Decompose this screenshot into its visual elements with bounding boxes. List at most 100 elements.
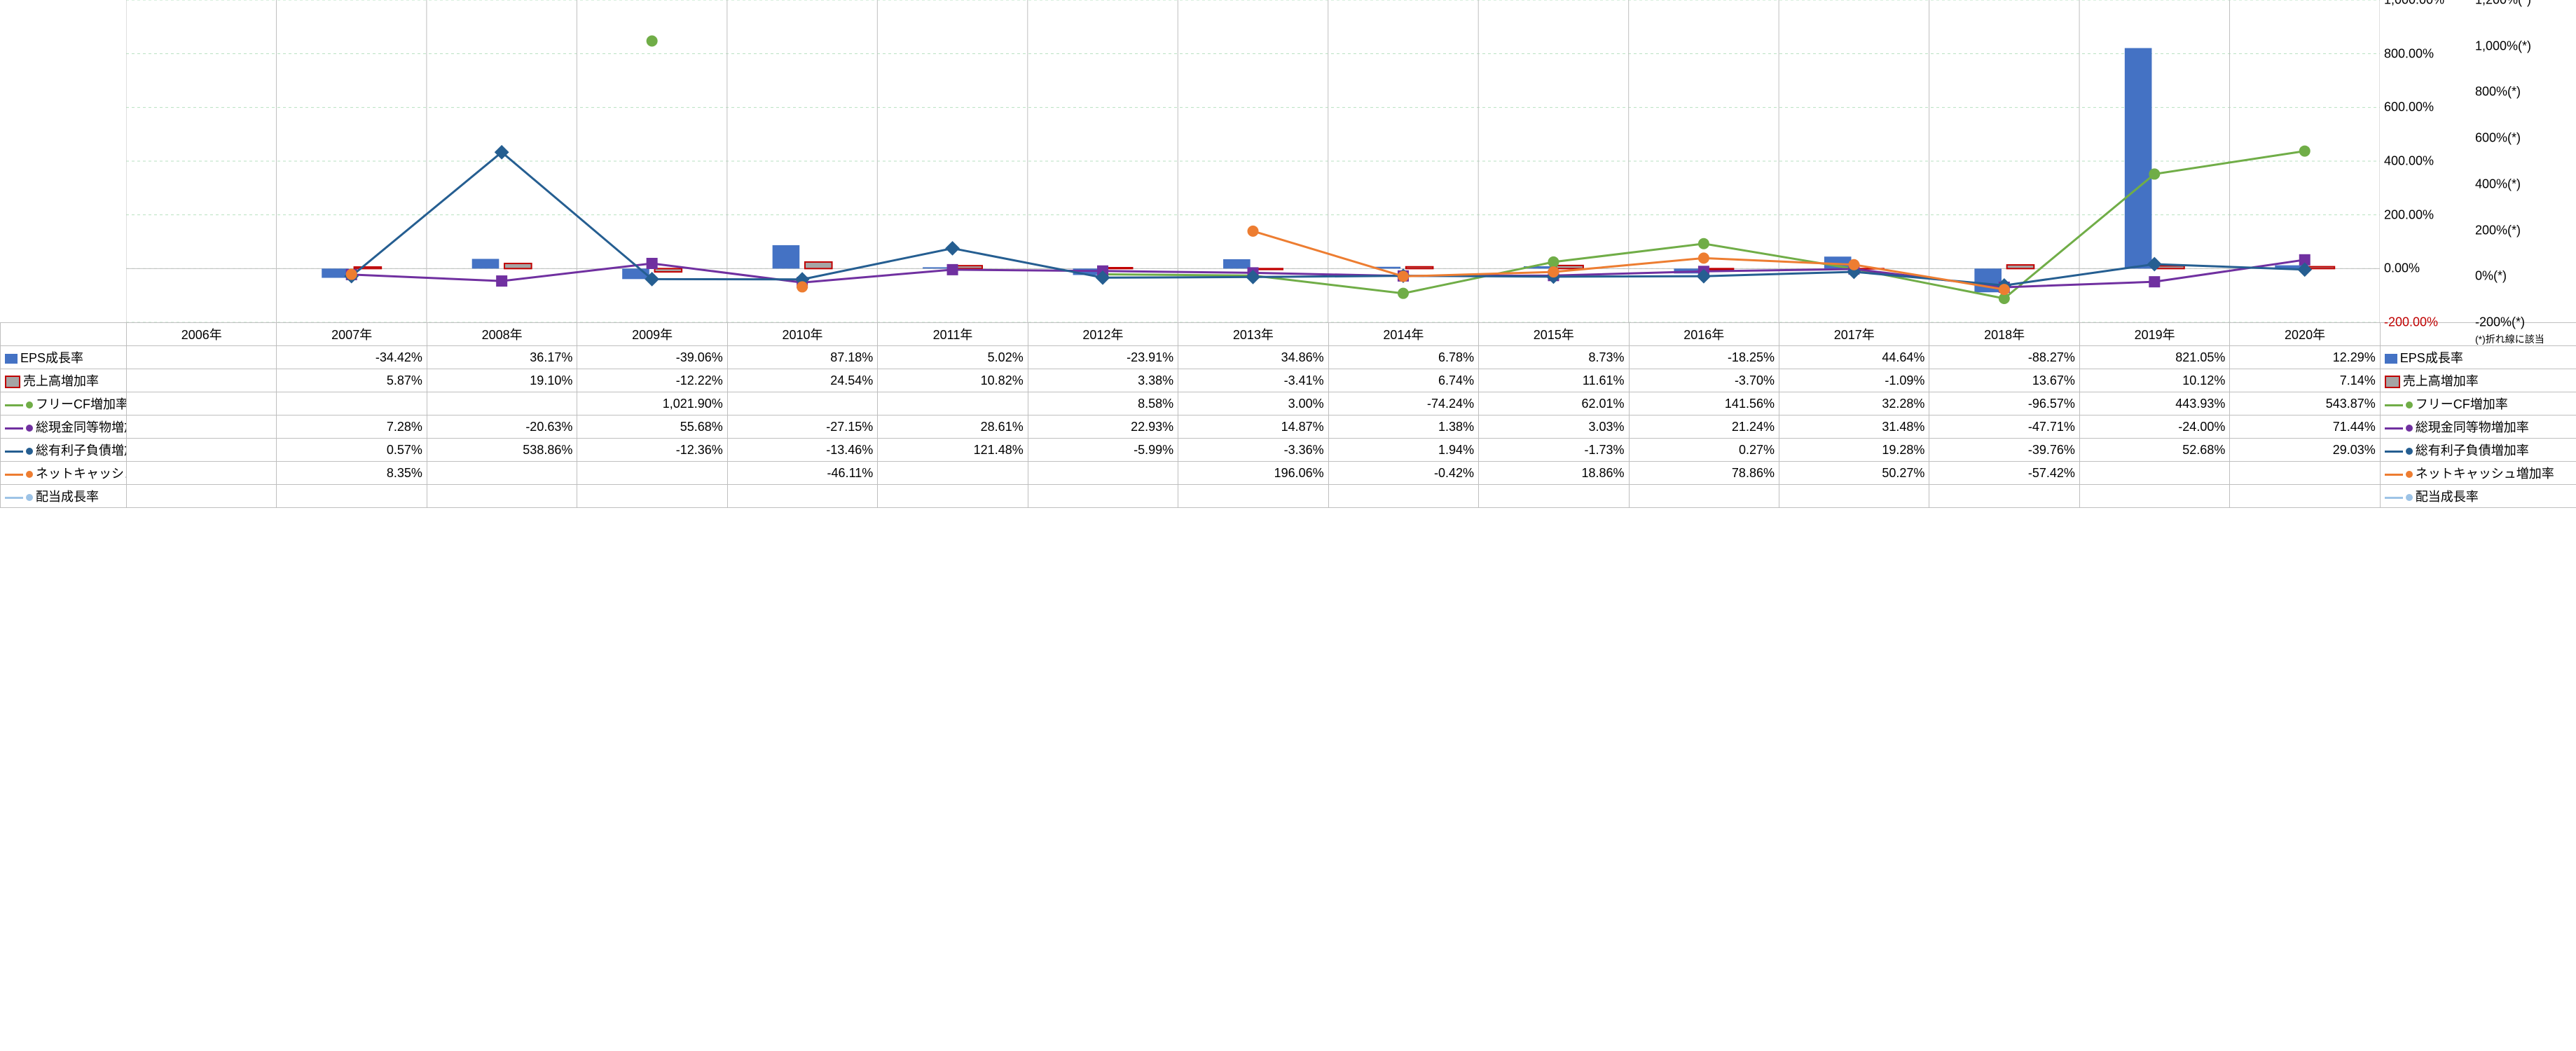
cell-sales: 3.38% [1028,369,1178,392]
cell-cash: 3.03% [1479,415,1629,439]
cell-sales: 24.54% [727,369,877,392]
bar-eps [923,267,950,268]
cell-debt: -5.99% [1028,439,1178,462]
y2-tick-label: 200%(*) [2475,223,2521,238]
cell-fcf: 32.28% [1779,392,1929,415]
cell-debt: 0.27% [1629,439,1779,462]
cell-eps [127,346,277,369]
bar-sales [2308,267,2335,269]
y2-tick-label: 1,200%(*) [2475,0,2531,8]
cell-netcash [2230,462,2380,485]
root: -200.00%0.00%200.00%400.00%600.00%800.00… [0,0,2576,508]
y1-tick-label: -200.00% [2384,315,2438,330]
marker-fcf [1698,238,1709,249]
series-name: ネットキャッシュ増加率 [2416,467,2554,481]
cell-sales: 10.12% [2079,369,2229,392]
marker-cash [947,264,958,275]
cell-netcash [878,462,1028,485]
cell-fcf [277,392,427,415]
cell-debt: -1.73% [1479,439,1629,462]
cell-cash: -20.63% [427,415,577,439]
cell-netcash: 50.27% [1779,462,1929,485]
marker-cash [647,258,658,269]
cell-fcf: 3.00% [1178,392,1328,415]
bar-sales [955,266,982,268]
cell-eps: 34.86% [1178,346,1328,369]
cell-div [2230,485,2380,508]
cell-sales: 11.61% [1479,369,1629,392]
bar-sales [1556,266,1583,268]
bar-sales [654,268,682,272]
cell-debt: 29.03% [2230,439,2380,462]
cell-debt: 1.94% [1328,439,1478,462]
marker-netcash [1698,252,1709,263]
cell-fcf: 62.01% [1479,392,1629,415]
cell-eps: 44.64% [1779,346,1929,369]
series-name: ネットキャッシュ増加率 [36,467,127,481]
marker-netcash [1398,270,1409,282]
cell-sales [127,369,277,392]
marker-cash [496,275,507,287]
cell-eps: -23.91% [1028,346,1178,369]
cell-cash: 21.24% [1629,415,1779,439]
cell-cash: 1.38% [1328,415,1478,439]
cell-cash [127,415,277,439]
cell-netcash: 196.06% [1178,462,1328,485]
bar-sales [2157,266,2184,268]
bar-eps [472,259,500,268]
cell-eps: 8.73% [1479,346,1629,369]
year-header: 2010年 [727,323,877,346]
row-header-netcash: ネットキャッシュ増加率 [1,462,127,485]
year-header: 2019年 [2079,323,2229,346]
series-name: 総現金同等物増加率 [2416,420,2529,434]
cell-sales: -3.41% [1178,369,1328,392]
cell-fcf [127,392,277,415]
y-axis-left: -200.00%0.00%200.00%400.00%600.00%800.00… [2380,0,2471,322]
cell-cash: 7.28% [277,415,427,439]
cell-div [2079,485,2229,508]
cell-fcf: 8.58% [1028,392,1178,415]
row-header-cash: 総現金同等物増加率 [1,415,127,439]
cell-netcash: -46.11% [727,462,877,485]
cell-fcf: -74.24% [1328,392,1478,415]
cell-sales: 7.14% [2230,369,2380,392]
year-header: 2013年 [1178,323,1328,346]
cell-cash: 31.48% [1779,415,1929,439]
marker-fcf [2149,168,2160,179]
year-header: 2014年 [1328,323,1478,346]
year-header: 2007年 [277,323,427,346]
cell-debt: -3.36% [1178,439,1328,462]
y1-tick-label: 1,000.00% [2384,0,2444,8]
cell-div [1028,485,1178,508]
bar-sales [805,262,832,268]
y1-tick-label: 400.00% [2384,154,2434,169]
cell-netcash: 18.86% [1479,462,1629,485]
bar-sales [2007,265,2034,268]
bar-sales [1255,268,1283,269]
cell-fcf: 1,021.90% [577,392,727,415]
marker-netcash [1999,284,2010,295]
cell-fcf [427,392,577,415]
cell-debt: -13.46% [727,439,877,462]
series-name: フリーCF増加率 [36,397,127,411]
marker-netcash [797,281,808,292]
row-header-fcf: フリーCF増加率 [1,392,127,415]
plot-area [126,0,2380,322]
y1-tick-label: 200.00% [2384,207,2434,222]
year-header: 2018年 [1929,323,2079,346]
cell-cash: 14.87% [1178,415,1328,439]
cell-eps: 821.05% [2079,346,2229,369]
bar-sales [504,263,532,268]
cell-debt: -39.76% [1929,439,2079,462]
cell-eps: 36.17% [427,346,577,369]
cell-sales: -3.70% [1629,369,1779,392]
y2-tick-label: 0%(*) [2475,269,2507,284]
y2-tick-label: 400%(*) [2475,177,2521,191]
marker-netcash [1548,266,1559,277]
cell-fcf: 141.56% [1629,392,1779,415]
chart-area: -200.00%0.00%200.00%400.00%600.00%800.00… [0,0,2576,322]
cell-debt: 538.86% [427,439,577,462]
data-table-wrap: 2006年2007年2008年2009年2010年2011年2012年2013年… [0,322,2576,508]
series-name: 総有利子負債増加率 [36,444,127,458]
bar-sales [354,267,382,268]
